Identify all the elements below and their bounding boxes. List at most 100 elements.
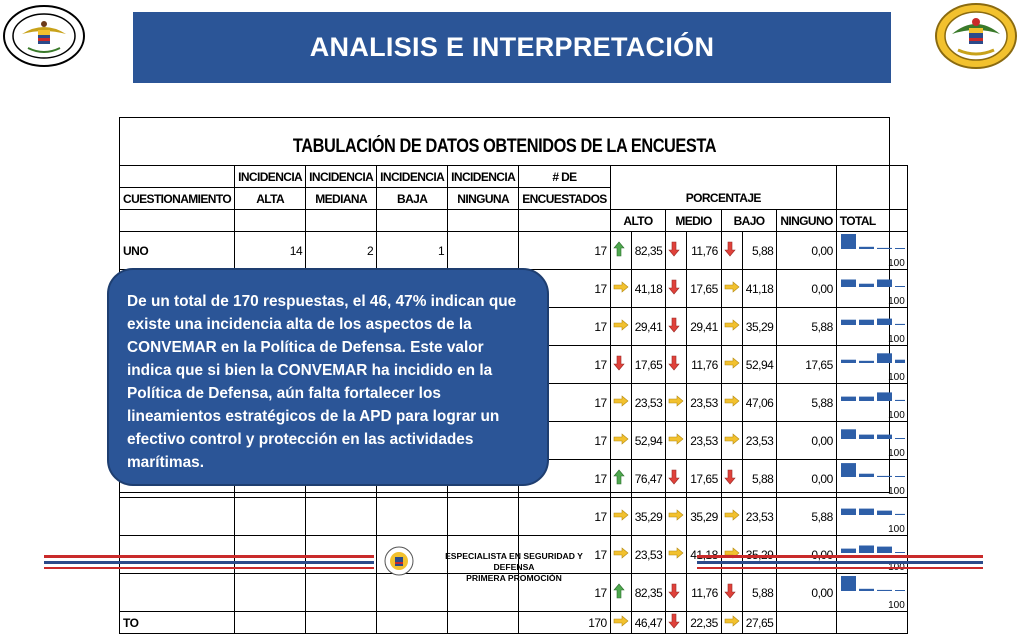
header-porcentaje: PORCENTAJE <box>609 187 837 210</box>
total-value: 100 <box>888 600 905 611</box>
total-bar <box>876 589 892 591</box>
total-bar <box>840 463 856 477</box>
arrow-right-icon <box>665 421 688 460</box>
row-label <box>118 573 236 612</box>
arrow-right-icon <box>720 421 743 460</box>
total-bar <box>876 475 892 477</box>
cell-baja: 1 <box>376 231 449 270</box>
cell-total: 100 <box>835 345 908 384</box>
header-bajo: BAJO <box>720 209 778 232</box>
footer-logo <box>384 546 414 576</box>
total-value: 100 <box>888 296 905 307</box>
cell-total: 100 <box>835 383 908 422</box>
arrow-right-icon <box>609 611 632 634</box>
footer-line-left-red <box>44 555 374 558</box>
arrow-down-icon <box>665 231 688 270</box>
total-bar-chart <box>840 463 907 477</box>
cell-bajo: 41,18 <box>741 269 778 308</box>
cell-medio: 11,76 <box>686 345 722 384</box>
row-label: TO <box>118 611 236 634</box>
header-cuestionamiento: CUESTIONAMIENTO <box>118 187 236 210</box>
escuela-ecuador-logo <box>935 3 1017 69</box>
total-bar <box>894 359 907 363</box>
cell-medio: 23,53 <box>686 421 722 460</box>
arrow-down-icon <box>665 459 688 498</box>
cell-alta <box>234 573 307 612</box>
header-baja-2: BAJA <box>376 187 449 210</box>
footer-line-right-red <box>697 555 983 558</box>
arrow-down-icon <box>720 231 743 270</box>
total-bar <box>858 283 874 287</box>
total-bar <box>876 434 892 439</box>
cell-alto: 23,53 <box>630 383 667 422</box>
total-bar <box>840 279 856 287</box>
footer-line-right-red-2 <box>697 567 983 569</box>
cell-bajo: 23,53 <box>741 497 778 536</box>
cell-medio: 22,35 <box>686 611 722 634</box>
total-bar <box>894 513 907 515</box>
total-bar-chart <box>840 318 907 325</box>
cell-alto: 52,94 <box>630 421 667 460</box>
cell-alto: 76,47 <box>630 459 667 498</box>
header-row-2: CUESTIONAMIENTO ALTA MEDIANA BAJA NINGUN… <box>118 187 908 210</box>
arrow-down-icon <box>665 611 688 634</box>
header-ninguno: NINGUNO <box>776 209 837 232</box>
header-alta-1: INCIDENCIA <box>234 165 307 188</box>
cell-alto: 29,41 <box>630 307 667 346</box>
interpretation-callout: De un total de 170 respuestas, el 46, 47… <box>107 268 549 486</box>
table-title: TABULACIÓN DE DATOS OBTENIDOS DE LA ENCU… <box>292 136 717 157</box>
arrow-right-icon <box>720 497 743 536</box>
total-bar <box>876 546 892 553</box>
arrow-right-icon <box>609 497 632 536</box>
cell-medio: 11,76 <box>686 573 722 612</box>
arrow-right-icon <box>609 383 632 422</box>
cell-total: 100 <box>835 269 908 308</box>
cell-bajo: 27,65 <box>741 611 778 634</box>
total-bar-chart <box>840 234 907 249</box>
total-value: 100 <box>888 486 905 497</box>
total-bar <box>840 319 856 325</box>
fuerzas-armadas-logo <box>3 5 85 67</box>
cell-bajo: 5,88 <box>741 573 778 612</box>
cell-ninguno: 17,65 <box>776 345 837 384</box>
total-value: 100 <box>888 410 905 421</box>
spreadsheet-table: TABULACIÓN DE DATOS OBTENIDOS DE LA ENCU… <box>118 117 908 634</box>
total-bar <box>858 508 874 515</box>
total-bar-chart <box>840 545 907 553</box>
cell-bajo: 5,88 <box>741 231 778 270</box>
cell-ninguna <box>447 497 520 536</box>
cell-bajo: 35,29 <box>741 307 778 346</box>
header-row-3: ALTO MEDIO BAJO NINGUNO TOTAL <box>118 209 908 232</box>
header-ninguna-1: INCIDENCIA <box>447 165 520 188</box>
total-bar <box>858 434 874 439</box>
total-value: 100 <box>888 448 905 459</box>
cell-medio: 35,29 <box>686 497 722 536</box>
header-encuestados-2: ENCUESTADOS <box>518 187 611 210</box>
arrow-up-icon <box>609 231 632 270</box>
cell-alta <box>234 497 307 536</box>
arrow-right-icon <box>609 307 632 346</box>
cell-encuestados: 17 <box>518 535 611 574</box>
total-bar <box>858 396 874 401</box>
arrow-down-icon <box>720 573 743 612</box>
total-bar <box>876 392 892 401</box>
cell-alta <box>234 611 307 634</box>
arrow-right-icon <box>665 535 688 574</box>
arrow-right-icon <box>720 269 743 308</box>
total-bar <box>858 360 874 363</box>
cell-baja <box>376 611 449 634</box>
cell-ninguno <box>776 611 837 634</box>
header-ninguna-2: NINGUNA <box>447 187 520 210</box>
table-row: 17 35,29 35,29 23,53 5,88 100 <box>118 497 908 536</box>
total-value: 100 <box>888 258 905 269</box>
arrow-down-icon <box>609 345 632 384</box>
arrow-down-icon <box>665 573 688 612</box>
cell-total: 100 <box>835 573 908 612</box>
arrow-right-icon <box>665 497 688 536</box>
arrow-right-icon <box>609 269 632 308</box>
cell-medio: 23,53 <box>686 383 722 422</box>
cell-mediana: 2 <box>305 231 378 270</box>
total-bar <box>840 548 856 553</box>
cell-medio: 29,41 <box>686 307 722 346</box>
total-bar <box>876 353 892 363</box>
